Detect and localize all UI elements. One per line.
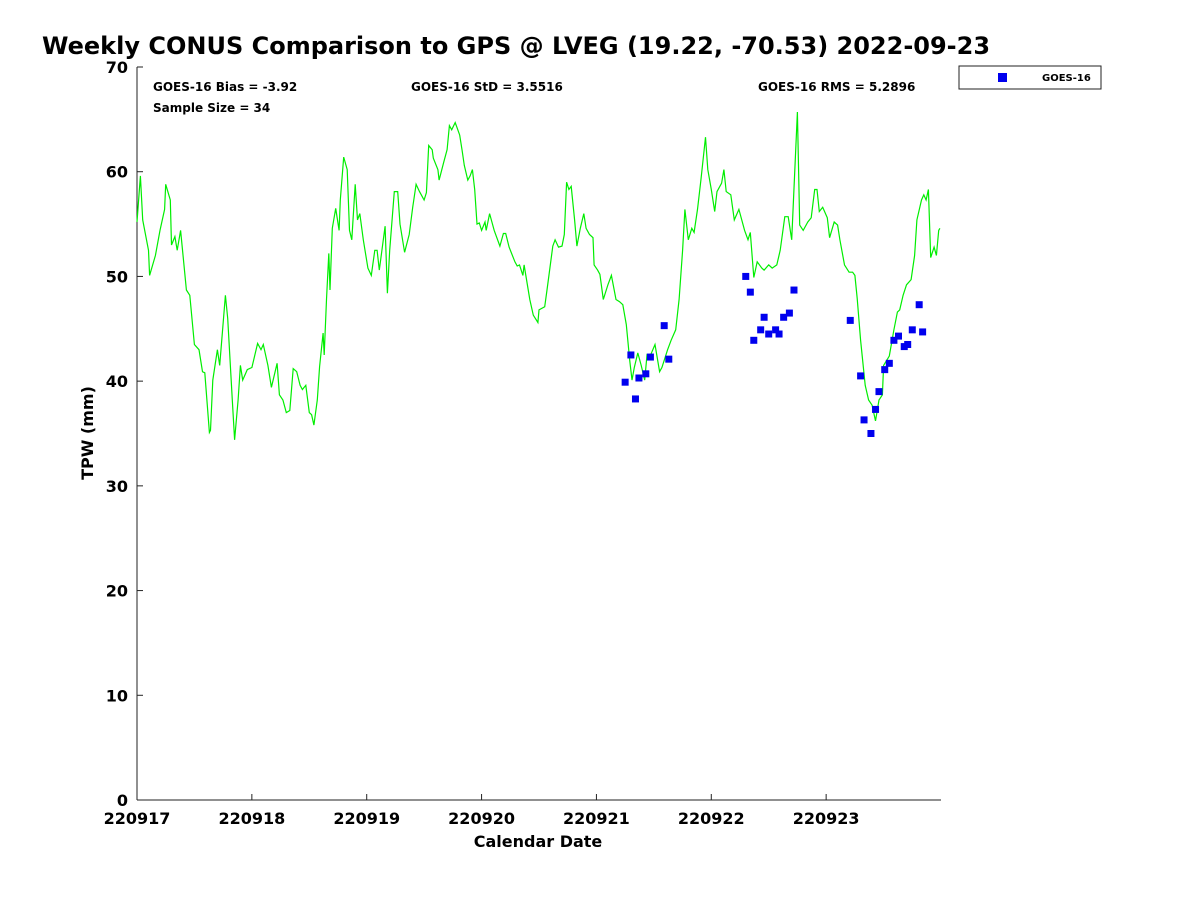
goes16-point (885, 359, 893, 367)
goes16-point (915, 301, 923, 309)
plot-area (136, 66, 941, 801)
goes16-point (867, 430, 875, 437)
x-tick-label: 220921 (563, 809, 630, 828)
goes16-point (881, 366, 889, 374)
x-tick-label: 220918 (218, 809, 285, 828)
x-tick-label: 220917 (104, 809, 171, 828)
x-tick-label: 220919 (333, 809, 400, 828)
goes16-point (772, 326, 780, 334)
goes16-point (621, 378, 629, 386)
goes16-point (846, 316, 854, 324)
goes16-point (750, 336, 758, 344)
goes16-point (631, 395, 639, 403)
goes16-point (635, 374, 643, 382)
chart-title: Weekly CONUS Comparison to GPS @ LVEG (1… (42, 32, 990, 60)
x-tick-label: 220922 (678, 809, 745, 828)
rms-annotation: GOES-16 RMS = 5.2896 (758, 80, 915, 94)
goes16-point (895, 332, 903, 340)
gps-series-line (136, 111, 941, 440)
std-annotation: GOES-16 StD = 3.5516 (411, 80, 563, 94)
goes16-point (757, 326, 765, 334)
goes16-point (775, 330, 783, 338)
y-tick-label: 40 (106, 372, 128, 391)
x-tick-label: 220923 (793, 809, 860, 828)
goes16-point (660, 322, 668, 330)
y-tick-label: 10 (106, 686, 128, 705)
goes16-point (790, 286, 798, 294)
legend-marker-goes16 (998, 73, 1007, 82)
legend: GOES-16 (958, 65, 1102, 90)
goes16-point (875, 388, 883, 396)
goes16-point (857, 372, 865, 380)
goes16-point (860, 416, 868, 424)
x-axis-label: Calendar Date (474, 832, 603, 851)
y-tick-label: 70 (106, 58, 128, 77)
goes16-point (642, 370, 650, 378)
goes16-point (872, 405, 880, 413)
y-axis-label: TPW (mm) (78, 386, 97, 480)
goes16-point (919, 328, 927, 336)
y-tick-label: 30 (106, 477, 128, 496)
goes16-point (890, 336, 898, 344)
legend-box (958, 65, 1102, 90)
y-tick-label: 0 (117, 791, 128, 810)
y-tick-label: 50 (106, 267, 128, 286)
goes16-point (627, 351, 635, 359)
goes16-point (646, 353, 654, 361)
y-tick-label: 20 (106, 582, 128, 601)
legend-label-goes16: GOES-16 (1042, 73, 1091, 84)
y-tick-label: 60 (106, 163, 128, 182)
goes16-point (765, 330, 773, 338)
x-tick-label: 220920 (448, 809, 515, 828)
goes16-point (760, 313, 768, 321)
sample-size-annotation: Sample Size = 34 (153, 101, 270, 115)
goes16-point (785, 309, 793, 317)
bias-annotation: GOES-16 Bias = -3.92 (153, 80, 297, 94)
goes16-point (908, 326, 916, 334)
goes16-point (904, 340, 912, 348)
goes16-point (665, 355, 673, 363)
goes16-point (746, 288, 754, 296)
goes16-point (742, 272, 750, 280)
goes16-point (780, 313, 788, 321)
